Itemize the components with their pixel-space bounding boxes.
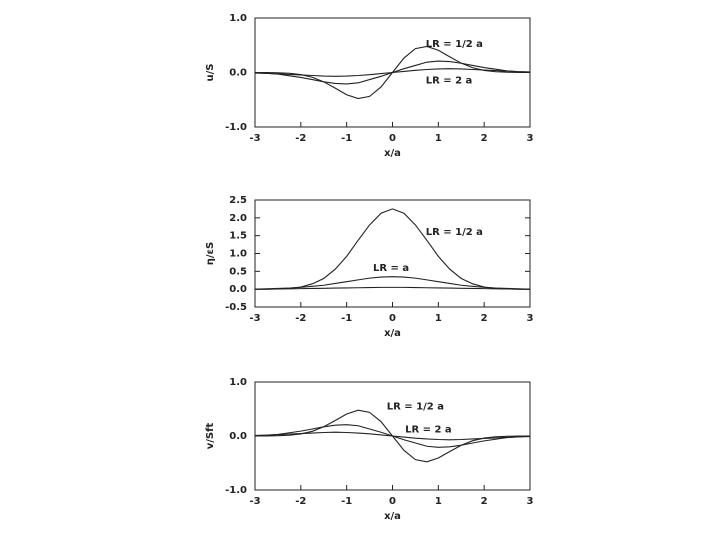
- annotation: LR = 2 a: [405, 425, 452, 436]
- y-tick-label: 1.0: [229, 377, 247, 388]
- x-tick-label: 0: [389, 133, 396, 144]
- x-tick-label: 1: [435, 496, 442, 507]
- annotation: LR = a: [373, 263, 409, 274]
- x-tick-label: -1: [341, 133, 352, 144]
- x-tick-label: 1: [435, 313, 442, 324]
- y-tick-label: 2.0: [229, 213, 247, 224]
- x-tick-label: 0: [389, 313, 396, 324]
- x-tick-label: 3: [527, 133, 534, 144]
- y-tick-label: 2.5: [229, 195, 247, 206]
- y-tick-label: 0.0: [229, 68, 247, 79]
- y-tick-label: 1.5: [229, 231, 247, 242]
- curve: [254, 276, 531, 290]
- x-tick-label: -3: [249, 133, 260, 144]
- x-tick-label: 3: [527, 313, 534, 324]
- x-tick-label: -2: [295, 496, 306, 507]
- y-tick-label: -0.5: [225, 302, 247, 313]
- x-tick-label: 0: [389, 496, 396, 507]
- x-tick-label: -2: [295, 313, 306, 324]
- y-tick-label: -1.0: [225, 485, 247, 496]
- annotation: LR = 2 a: [426, 76, 473, 87]
- x-tick-label: -3: [249, 496, 260, 507]
- y-axis-label: u/S: [205, 64, 216, 82]
- y-tick-label: 0.0: [229, 284, 247, 295]
- y-tick-label: 1.0: [229, 13, 247, 24]
- x-tick-label: 2: [481, 313, 488, 324]
- x-tick-label: -1: [341, 496, 352, 507]
- x-axis-label: x/a: [384, 511, 401, 522]
- plot-frame: [254, 199, 531, 308]
- x-axis-label: x/a: [384, 328, 401, 339]
- y-tick-label: 0.0: [229, 431, 247, 442]
- x-tick-label: 2: [481, 496, 488, 507]
- annotation: LR = 1/2 a: [387, 401, 444, 412]
- curve: [255, 286, 530, 290]
- x-axis-label: x/a: [384, 148, 401, 159]
- x-tick-label: 2: [481, 133, 488, 144]
- curve: [254, 431, 531, 441]
- annotation: LR = 1/2 a: [426, 227, 483, 238]
- annotation: LR = 1/2 a: [426, 39, 483, 50]
- x-tick-label: 3: [527, 496, 534, 507]
- y-axis-label: η/εS: [205, 242, 216, 266]
- x-tick-label: -3: [249, 313, 260, 324]
- x-tick-label: -1: [341, 313, 352, 324]
- curve: [254, 68, 531, 77]
- y-tick-label: -1.0: [225, 122, 247, 133]
- x-tick-label: -2: [295, 133, 306, 144]
- y-tick-label: 0.5: [229, 266, 247, 277]
- y-tick-label: 1.0: [229, 249, 247, 260]
- y-axis-label: v/Sft: [205, 423, 216, 450]
- x-tick-label: 1: [435, 133, 442, 144]
